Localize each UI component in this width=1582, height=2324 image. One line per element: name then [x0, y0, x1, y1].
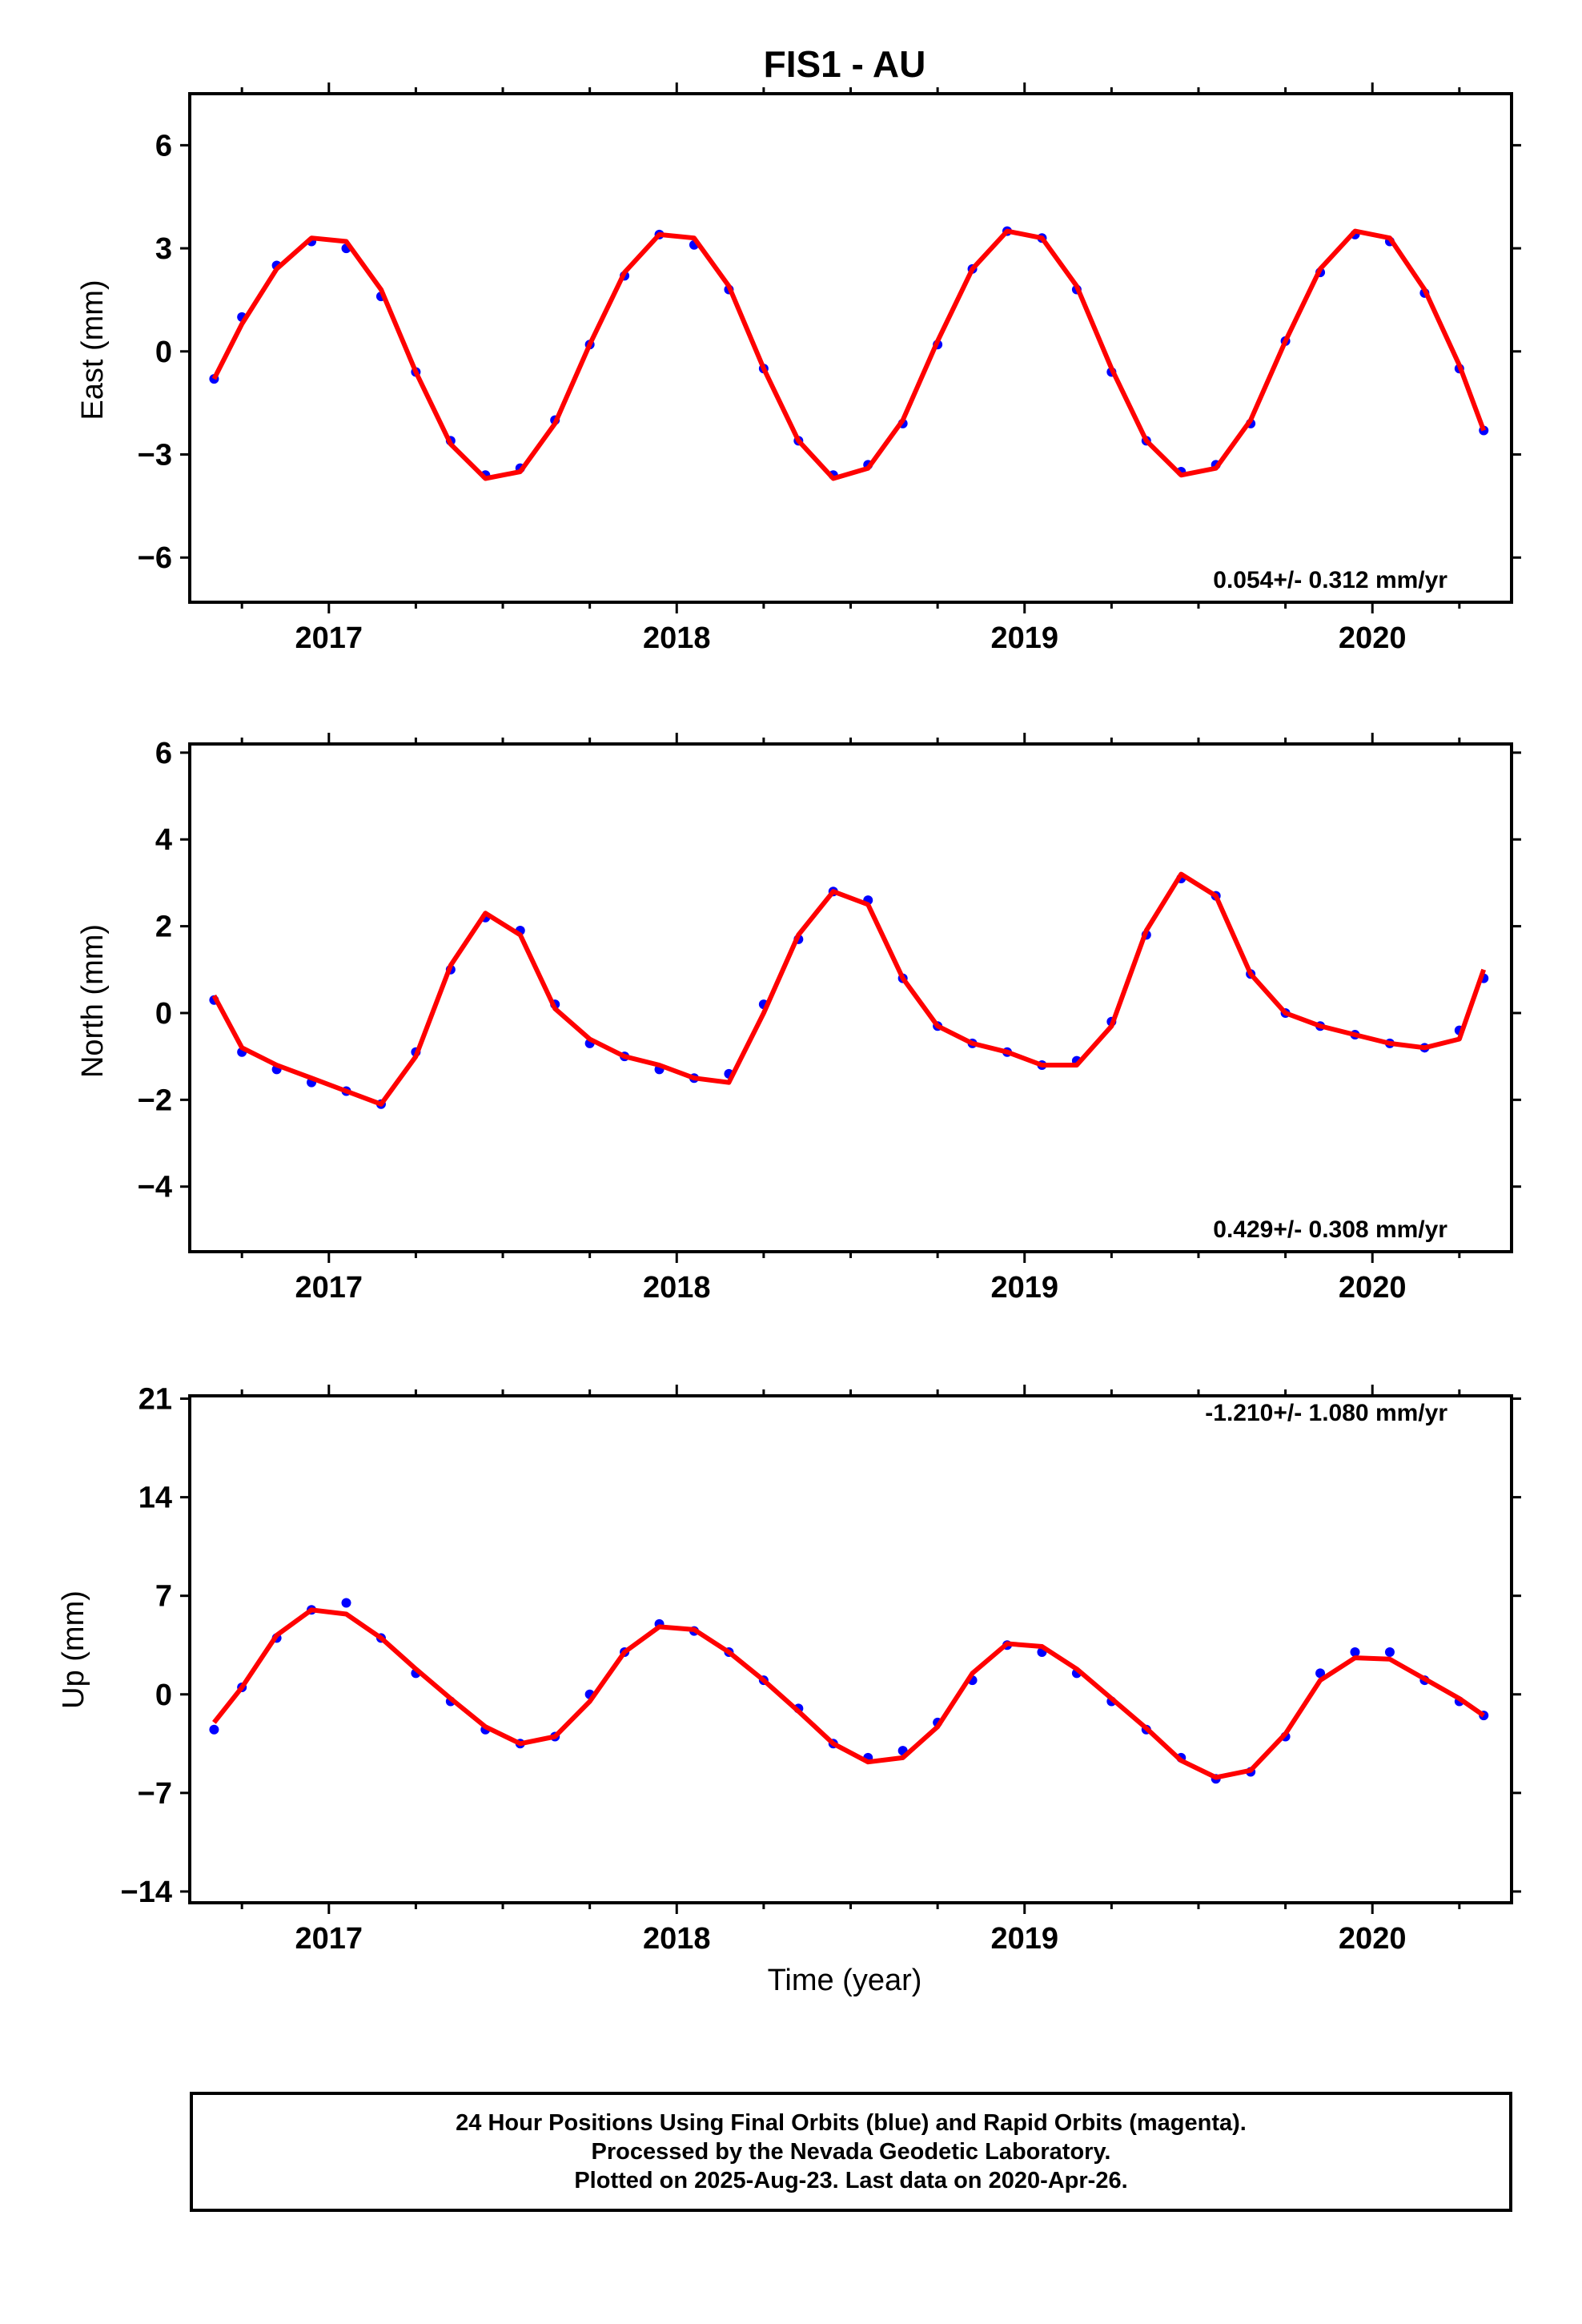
east-panel: −6 −3 0 3 6 2017 2018 2019 2020	[138, 82, 1521, 655]
x-tick-label: 2020	[1339, 1271, 1407, 1305]
y-tick-label: 7	[155, 1580, 172, 1614]
caption-box: 24 Hour Positions Using Final Orbits (bl…	[190, 2092, 1512, 2212]
ylabel-north: North (mm)	[76, 924, 110, 1078]
x-tick-label: 2019	[990, 621, 1058, 655]
annotation-east: 0.054+/- 0.312 mm/yr	[1213, 567, 1447, 593]
y-tick-label: 14	[139, 1482, 172, 1515]
x-tick-label: 2020	[1339, 621, 1407, 655]
chart-title: FIS1 - AU	[764, 43, 926, 85]
y-tick-label: −6	[138, 541, 172, 575]
x-tick-label: 2017	[295, 621, 363, 655]
data-point	[341, 1598, 351, 1608]
y-tick-label: 0	[155, 1679, 172, 1712]
y-tick-label: −3	[138, 439, 172, 472]
x-tick-label: 2018	[643, 621, 711, 655]
x-tick-label: 2017	[295, 1271, 363, 1305]
plot-frame	[188, 1394, 1513, 1904]
caption-line-2: Processed by the Nevada Geodetic Laborat…	[591, 2139, 1111, 2165]
y-tick-label: 6	[155, 129, 172, 163]
data-point	[209, 1724, 219, 1735]
x-tick-label: 2019	[990, 1271, 1058, 1305]
y-tick-label: 0	[155, 997, 172, 1031]
data-point	[1350, 1647, 1360, 1658]
caption-line-3: Plotted on 2025-Aug-23. Last data on 202…	[574, 2168, 1128, 2193]
y-tick-label: 3	[155, 232, 172, 266]
data-point	[1384, 1647, 1395, 1658]
x-tick-label: 2019	[990, 1922, 1058, 1956]
ylabel-up: Up (mm)	[57, 1590, 90, 1709]
fit-line	[211, 228, 1487, 481]
xlabel-time: Time (year)	[768, 1964, 922, 1997]
x-tick-label: 2020	[1339, 1922, 1407, 1956]
fit-line	[211, 871, 1487, 1107]
x-tick-label: 2017	[295, 1922, 363, 1956]
y-tick-label: 0	[155, 336, 172, 369]
y-tick-label: −14	[121, 1876, 172, 1909]
annotation-north: 0.429+/- 0.308 mm/yr	[1213, 1216, 1447, 1243]
y-tick-label: 21	[139, 1383, 172, 1417]
plot-frame	[188, 742, 1513, 1253]
fit-line	[212, 1607, 1485, 1780]
y-tick-label: 6	[155, 737, 172, 770]
plot-frame	[188, 92, 1513, 604]
data-point	[1315, 1668, 1326, 1679]
ylabel-east: East (mm)	[76, 279, 110, 420]
annotation-up: -1.210+/- 1.080 mm/yr	[1205, 1400, 1447, 1426]
y-tick-label: 4	[155, 823, 172, 857]
y-tick-label: −2	[138, 1084, 172, 1117]
x-tick-label: 2018	[643, 1271, 711, 1305]
y-tick-label: −7	[138, 1777, 172, 1811]
y-tick-label: −4	[138, 1171, 172, 1204]
up-panel: −14 −7 0 7 14 21 2017 2018 2019 2020	[121, 1383, 1521, 1956]
caption-line-1: 24 Hour Positions Using Final Orbits (bl…	[456, 2110, 1247, 2136]
north-panel: −4 −2 0 2 4 6 2017 2018 2019 2020	[138, 733, 1521, 1305]
y-tick-label: 2	[155, 911, 172, 944]
x-tick-label: 2018	[643, 1922, 711, 1956]
